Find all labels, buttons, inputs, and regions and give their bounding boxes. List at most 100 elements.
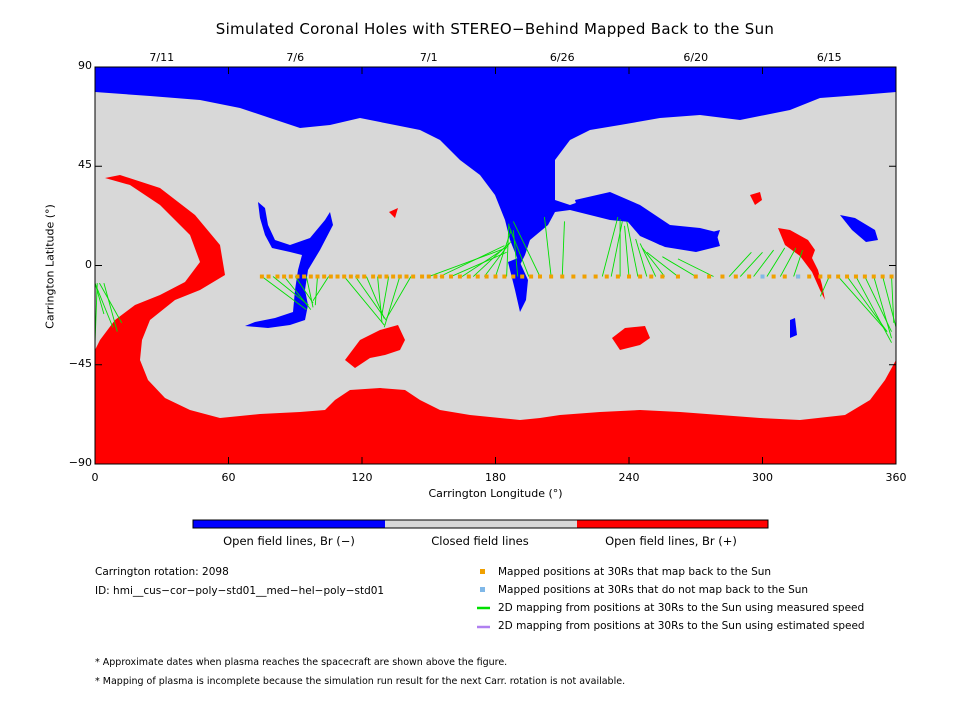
blue-spot-south	[790, 318, 797, 338]
mapped-point	[328, 274, 333, 279]
x-tick-label: 360	[885, 471, 907, 484]
measured-mapping-line	[377, 276, 383, 323]
red-tail-east	[778, 228, 825, 300]
mapped-point	[342, 274, 347, 279]
axes	[94, 66, 897, 465]
measured-mapping-line	[386, 276, 412, 319]
run-id: ID: hmi__cus−cor−poly−std01__med−hel−pol…	[95, 585, 385, 597]
x-tick-label: 60	[221, 471, 236, 484]
measured-mapping-line	[728, 251, 752, 277]
mapped-point	[397, 274, 402, 279]
top-date-label: 7/1	[419, 51, 438, 64]
mapped-point	[549, 274, 554, 279]
colorbar-label-negative: Open field lines, Br (−)	[223, 534, 355, 548]
measured-mapping-line	[641, 247, 665, 277]
measured-mapping-line	[561, 221, 565, 277]
mapped-point	[649, 274, 654, 279]
measured-mapping-line	[428, 247, 507, 277]
coronal-map	[95, 67, 896, 464]
measured-mapping-line	[891, 276, 895, 323]
mapped-point	[693, 274, 698, 279]
mapped-point	[302, 274, 307, 279]
mapped-point	[818, 274, 823, 279]
mapped-point	[335, 274, 340, 279]
measured-mapping-line	[855, 276, 892, 343]
measured-mapping-line	[662, 256, 696, 277]
mapped-point	[604, 274, 609, 279]
measured-mapping-lines	[95, 216, 896, 343]
measured-mapping-line	[312, 276, 330, 302]
y-tick-label: −90	[68, 456, 92, 469]
measured-mapping-line	[779, 247, 797, 277]
mapped-point	[322, 274, 327, 279]
mapped-point	[771, 274, 776, 279]
mapped-point	[259, 274, 264, 279]
mapped-point	[853, 274, 858, 279]
mapped-point	[627, 274, 631, 279]
measured-mapping-line	[766, 247, 786, 277]
mapped-point	[520, 274, 525, 279]
mapped-point	[871, 274, 876, 279]
mapped-point	[582, 274, 587, 279]
mapped-point	[660, 274, 665, 279]
measured-mapping-line	[544, 216, 552, 277]
note-incomplete: * Mapping of plasma is incomplete becaus…	[95, 676, 626, 687]
measured-mapping-line	[103, 283, 118, 332]
red-blob-south	[612, 326, 650, 350]
y-tick-label: 45	[78, 158, 92, 172]
mapped-point	[295, 274, 300, 279]
mapped-point	[733, 274, 738, 279]
measured-mapping-line	[819, 276, 830, 297]
mapped-point	[391, 274, 396, 279]
mapped-point	[348, 274, 353, 279]
mapped-point	[880, 274, 885, 279]
mapped-point	[440, 274, 445, 279]
y-tick-label: −45	[68, 356, 92, 370]
mapped-point	[593, 274, 598, 279]
legend-mapped: Mapped positions at 30Rs that map back t…	[498, 566, 772, 578]
measured-mapping-line	[508, 225, 530, 277]
x-tick-label: 180	[485, 471, 506, 484]
measured-mapping-line	[484, 240, 512, 277]
colorbar-label-closed: Closed field lines	[431, 534, 529, 548]
mapped-point	[615, 274, 620, 279]
mapped-point	[371, 274, 376, 279]
measured-mapping-line	[626, 221, 639, 277]
mapped-point	[384, 274, 389, 279]
legend-estimated: 2D mapping from positions at 30Rs to the…	[498, 620, 865, 632]
measured-mapping-line	[450, 251, 507, 277]
mapped-point	[466, 274, 471, 279]
measured-mapping-line	[305, 276, 314, 308]
measured-mapping-line	[294, 276, 314, 304]
measured-mapping-line	[99, 282, 123, 324]
measured-mapping-line	[283, 276, 312, 310]
mapped-point	[355, 274, 360, 279]
mapped-point	[282, 274, 287, 279]
mapped-point	[433, 274, 438, 279]
colorbar-frame	[192, 519, 769, 529]
mapped-point	[807, 274, 812, 279]
measured-mapping-line	[753, 249, 774, 277]
measured-mapping-line	[506, 223, 510, 277]
measured-mapping-line	[624, 225, 630, 277]
measured-mapping-line	[837, 276, 888, 332]
mapped-point	[275, 274, 280, 279]
mapped-point	[747, 274, 752, 279]
top-date-label: 6/26	[549, 51, 575, 64]
blue-hook	[245, 202, 333, 328]
top-date-label: 7/11	[149, 51, 175, 64]
measured-mapping-line	[383, 276, 401, 328]
mapped-point	[484, 274, 489, 279]
measured-mapping-line	[739, 251, 763, 277]
mapped-point	[720, 274, 725, 279]
south-polar-hole	[95, 175, 896, 464]
blue-blob-east	[840, 215, 878, 242]
measured-mapping-line	[95, 282, 114, 328]
blue-extension	[575, 192, 720, 252]
y-tick-label: 0	[85, 257, 92, 271]
mapped-point	[362, 274, 367, 279]
mapped-point	[420, 274, 425, 279]
red-lobe-center	[345, 325, 405, 368]
mapped-point	[845, 274, 850, 279]
